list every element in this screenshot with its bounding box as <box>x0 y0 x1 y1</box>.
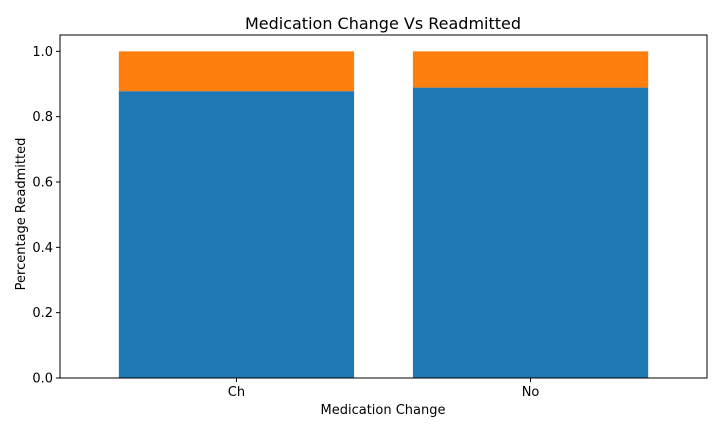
y-tick-label: 1.0 <box>32 45 53 60</box>
plot-area: 0.0 0.2 0.4 0.6 0.8 1.0 Ch No <box>32 34 708 400</box>
y-tick-label: 0.6 <box>32 176 53 191</box>
y-tick-label: 0.4 <box>32 241 53 256</box>
bar-ch-segment-2 <box>118 51 355 92</box>
x-tick-label: No <box>522 385 540 400</box>
chart-title: Medication Change Vs Readmitted <box>245 14 521 33</box>
y-axis-label: Percentage Readmitted <box>14 138 29 291</box>
bar-no-segment-1 <box>412 87 649 379</box>
y-tick-label: 0.0 <box>32 372 53 387</box>
y-tick-label: 0.8 <box>32 110 53 125</box>
bar-ch-segment-1 <box>118 91 355 378</box>
y-tick-label: 0.2 <box>32 306 53 321</box>
bar-no-segment-2 <box>412 51 649 88</box>
x-axis-label: Medication Change <box>321 403 446 418</box>
axes-frame <box>59 34 708 379</box>
x-tick-label: Ch <box>228 385 245 400</box>
